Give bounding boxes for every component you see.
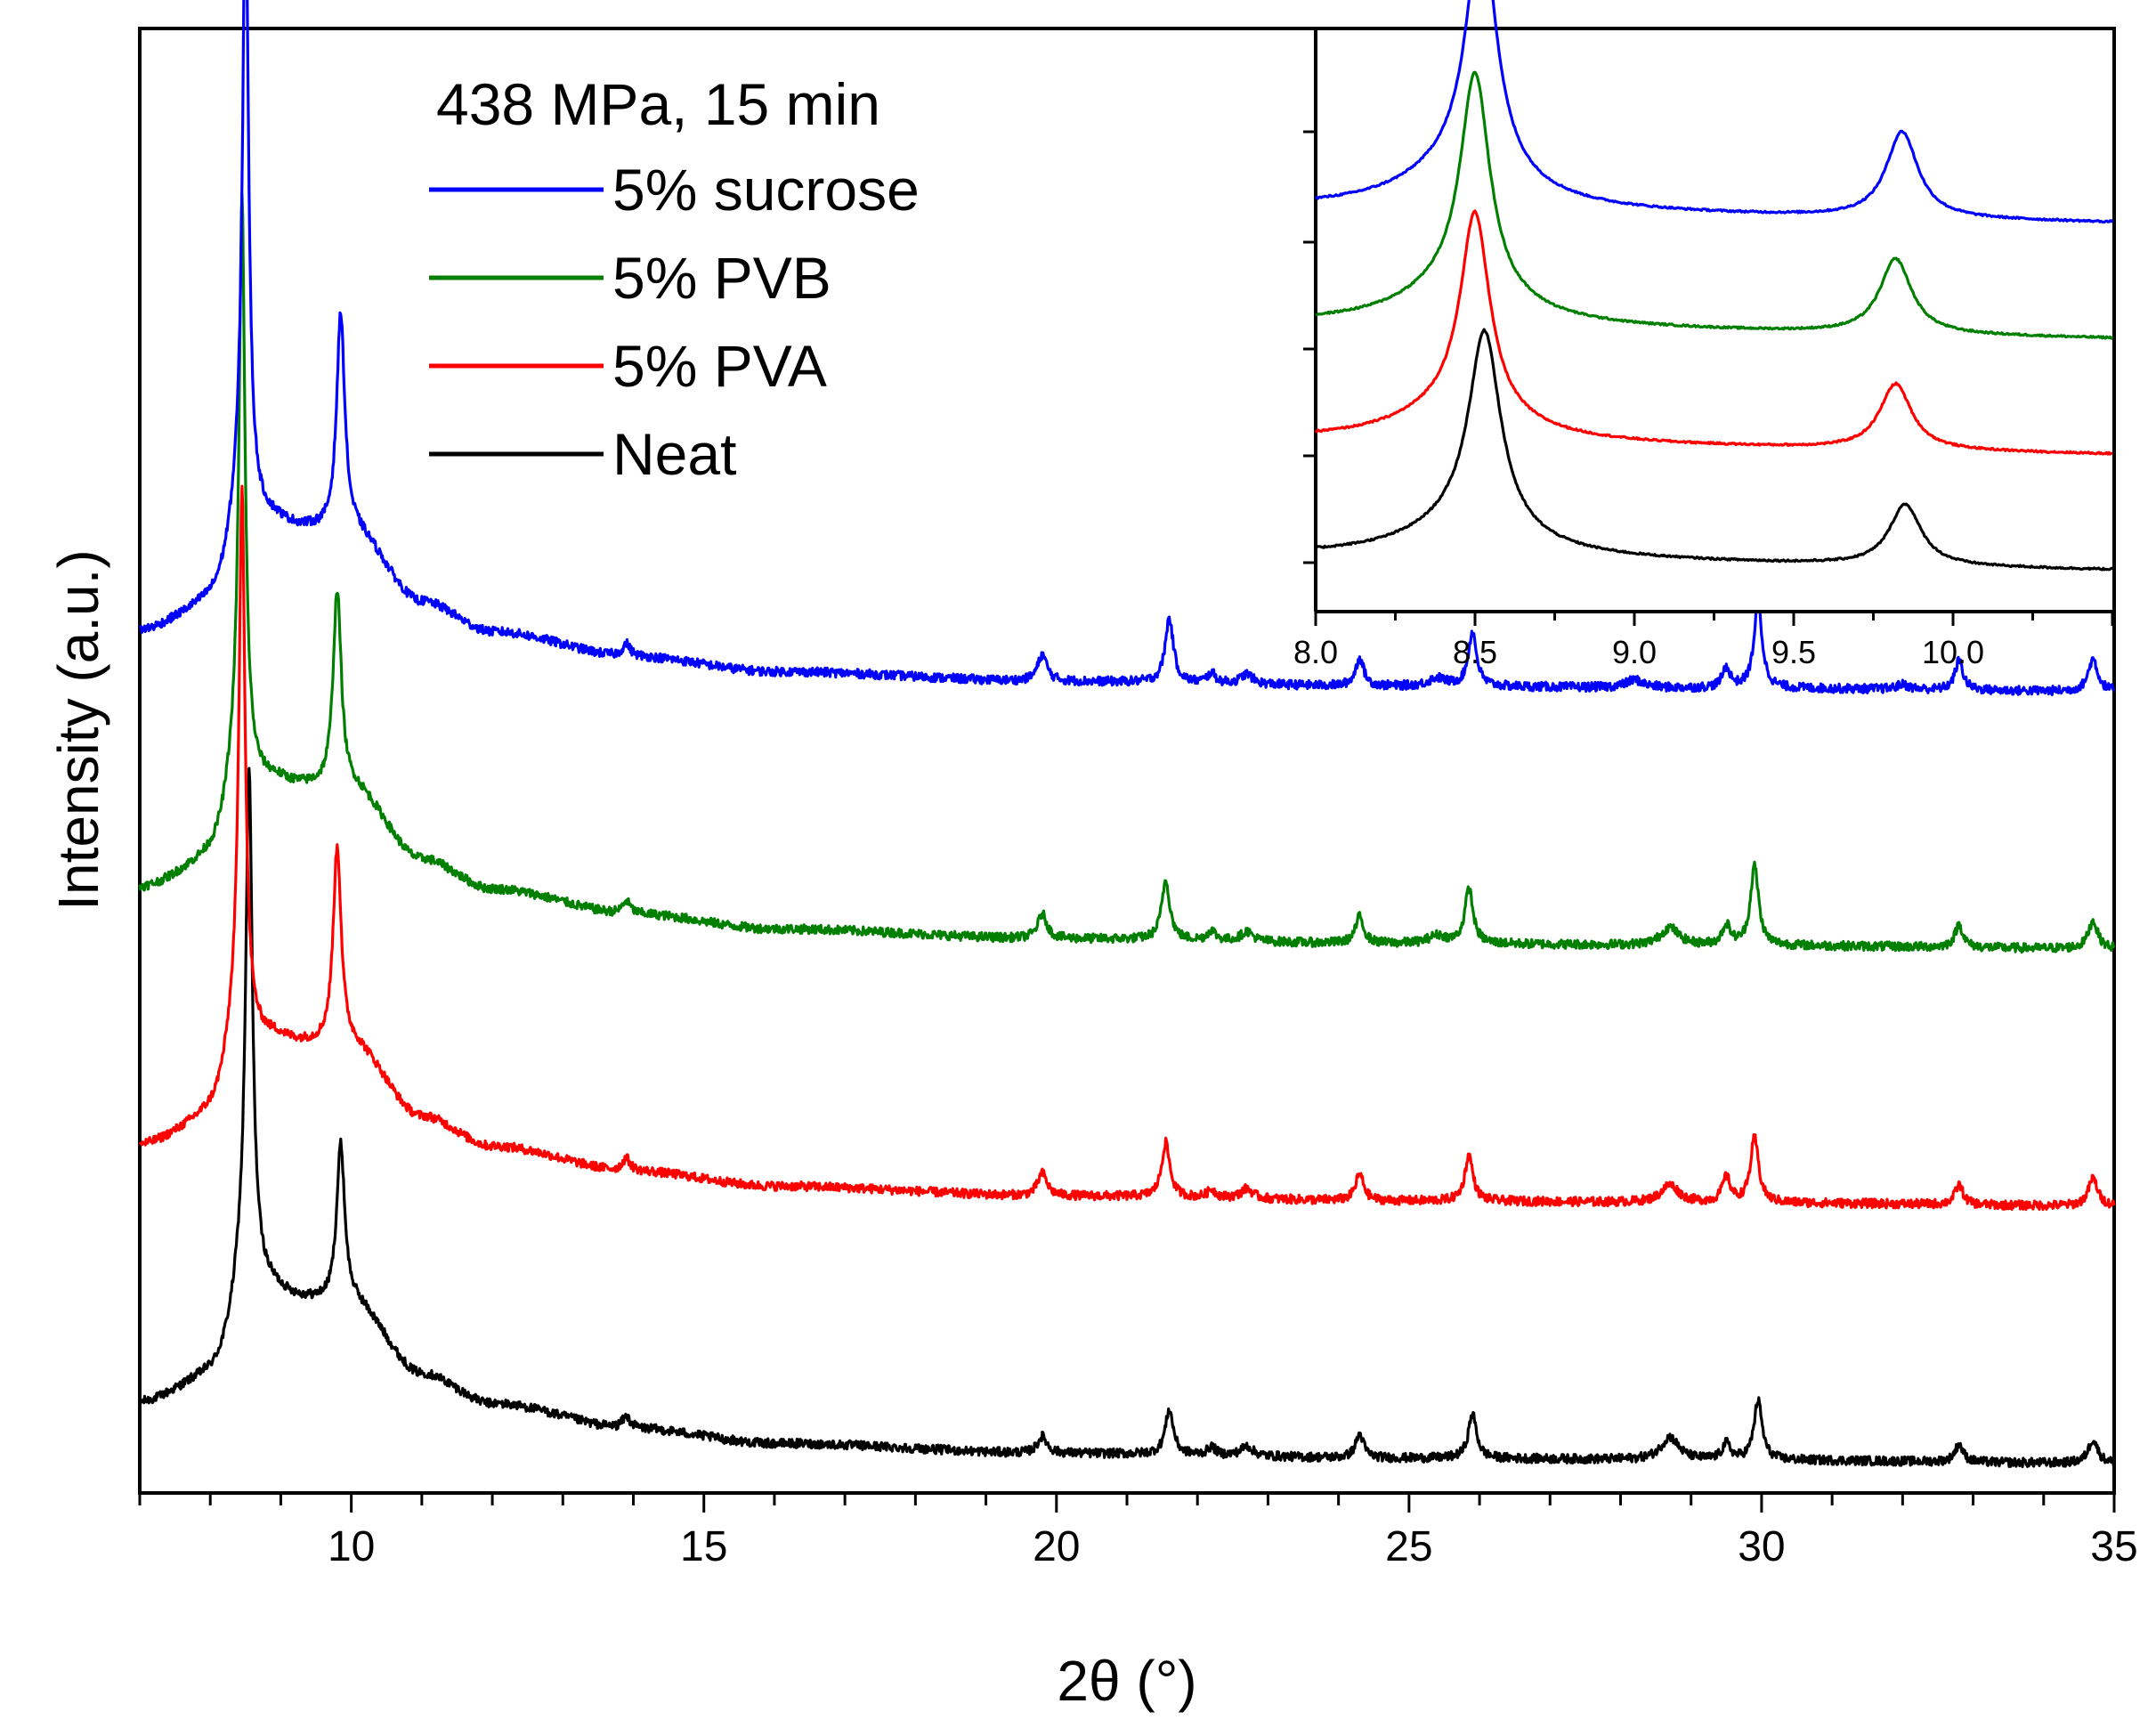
inset-x-tick-label: 10.0 (1922, 634, 1984, 670)
legend-label-neat: Neat (612, 421, 736, 487)
series-line-5pct-pva (138, 484, 2116, 1212)
inset-ticks: 8.0 8.5 9.0 9.5 10.0 (1293, 130, 2114, 670)
legend-label-5pct-sucrose: 5% sucrose (612, 157, 920, 223)
inset-series-group (1314, 0, 2114, 572)
inset-series-line-5pct-sucrose (1314, 0, 2114, 224)
inset-series-line-5pct-pvb (1315, 70, 2114, 340)
y-axis-title: Intensity (a.u.) (46, 549, 110, 911)
main-series-group (138, 0, 2116, 1469)
inset-x-tick-label: 9.5 (1771, 634, 1816, 670)
inset-series-line-5pct-pva (1314, 209, 2113, 456)
x-tick-label: 15 (680, 1523, 727, 1570)
x-axis-ticks: 10 15 20 25 30 35 (138, 1493, 2138, 1570)
series-line-5pct-sucrose (138, 0, 2115, 696)
x-tick-label: 10 (328, 1523, 375, 1570)
legend-label-5pct-pvb: 5% PVB (612, 245, 831, 311)
legend: 5% sucrose 5% PVB 5% PVA Neat (429, 157, 920, 487)
series-line-neat (138, 767, 2116, 1469)
x-tick-label: 20 (1033, 1523, 1080, 1570)
inset-series-line-neat (1315, 328, 2113, 572)
x-tick-label: 30 (1738, 1523, 1785, 1570)
series-line-5pct-pvb (138, 193, 2116, 954)
x-tick-label: 35 (2090, 1523, 2137, 1570)
inset-background (1316, 30, 2112, 612)
chart-title: 438 MPa, 15 min (436, 71, 880, 137)
x-axis-title: 2θ (°) (1057, 1649, 1196, 1713)
inset-x-tick-label: 9.0 (1612, 634, 1657, 670)
legend-label-5pct-pva: 5% PVA (612, 333, 827, 399)
inset-x-tick-label: 8.0 (1293, 634, 1338, 670)
inset-x-tick-label: 8.5 (1453, 634, 1497, 670)
x-tick-label: 25 (1385, 1523, 1432, 1570)
